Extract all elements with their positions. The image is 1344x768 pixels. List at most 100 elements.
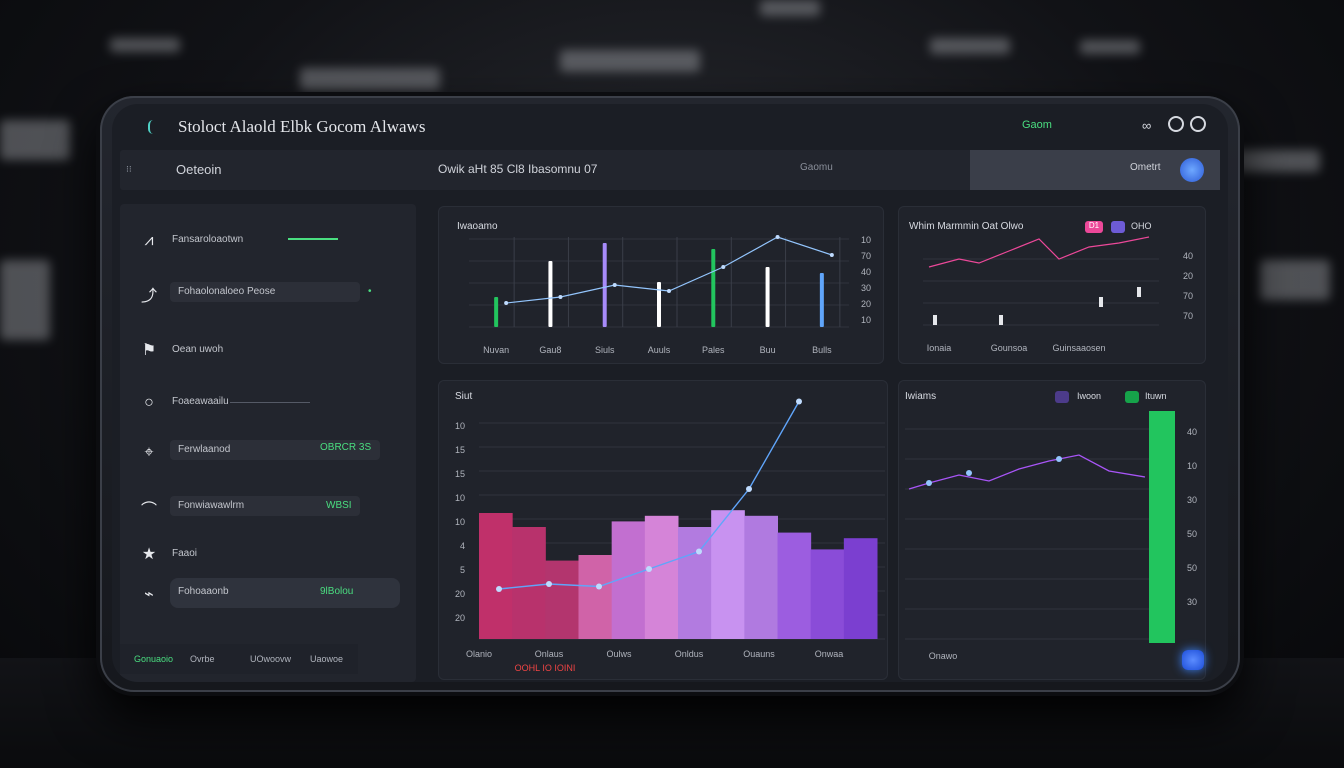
header-center-text: Owik aHt 85 Cl8 Ibasomnu 07 — [438, 162, 598, 176]
x-tick-label: Oulws — [606, 649, 632, 659]
header-right-section: Ometrt — [970, 150, 1220, 190]
badge: OHO — [1131, 221, 1152, 231]
x-tick-label: Nuvan — [483, 345, 509, 355]
y-tick-label: 30 — [861, 283, 871, 293]
y-tick-label: 10 — [861, 315, 871, 325]
pin-icon: ⌖ — [144, 444, 154, 461]
fab-button[interactable] — [1182, 650, 1204, 670]
y-tick-label: 50 — [1187, 529, 1197, 539]
data-point — [667, 289, 671, 293]
panel-bottom-left: Siut Olanio Onlaus Oulws Onldus Ouauns Onwaa 1… — [438, 380, 888, 680]
y-tick-label: 10 — [455, 421, 465, 431]
sidebar-item-label: Foaeawaailu — [172, 396, 229, 407]
data-point — [966, 470, 972, 476]
y-tick-label: 20 — [1183, 271, 1193, 281]
legend-swatch — [1125, 391, 1139, 403]
globe-icon[interactable] — [1190, 116, 1206, 132]
sub-header: ⁝⁝ Oeteoin Owik aHt 85 Cl8 Ibasomnu 07 G… — [120, 150, 1220, 190]
y-tick-label: 15 — [455, 469, 465, 479]
grid-icon[interactable]: ⁝⁝ — [126, 164, 132, 174]
bar — [810, 549, 845, 639]
sidebar-item-label: Faaoi — [172, 548, 198, 559]
y-tick-label: 40 — [1187, 427, 1197, 437]
y-tick-label: 40 — [1183, 251, 1193, 261]
sidebar: ⩘ Fansaroloaotwn ⤴ Fohaolonaloeo Peose •… — [120, 204, 416, 682]
data-point — [829, 253, 834, 257]
x-tick-label: Onawo — [929, 651, 958, 661]
data-point — [496, 586, 502, 592]
progress-line — [288, 238, 338, 240]
bell-icon: ⌒ — [140, 502, 157, 519]
tablet-device: Stoloct Alaold Elbk Gocom Alwaws Gaom ∞ … — [100, 96, 1240, 692]
x-tick-label: Siuls — [595, 345, 615, 355]
sidebar-item-7[interactable]: ⌁ Fohoaaonb 9lBolou — [120, 578, 416, 618]
y-tick-label: 10 — [861, 235, 871, 245]
bar — [644, 515, 679, 639]
data-point — [926, 480, 932, 486]
bar — [602, 243, 607, 327]
bar — [545, 560, 579, 639]
header-mid-label: Gaomu — [800, 162, 833, 173]
series-line — [908, 454, 1146, 490]
panel-bottom-right: Iwiams Iwoon Ituwn Onawo 40 10 30 50 50 30 — [898, 380, 1206, 680]
sidebar-item-6[interactable]: ★ Faaoi — [120, 538, 416, 578]
series-line — [506, 236, 833, 304]
x-tick-label: Guinsaaosen — [1052, 343, 1105, 353]
sidebar-item-5[interactable]: ⌒ Fonwiawawlrm WBSI — [120, 494, 416, 534]
bar — [494, 297, 499, 327]
bar — [777, 532, 812, 639]
data-point — [546, 581, 552, 587]
bar — [512, 527, 546, 639]
bar — [657, 282, 661, 327]
sidebar-item-3[interactable]: ○ Foaeawaailu — [120, 386, 416, 426]
panel-title: Iwiams — [905, 391, 937, 402]
x-tick-label: Ouauns — [743, 649, 775, 659]
bar — [819, 273, 824, 327]
x-tick-label: Bulls — [812, 345, 832, 355]
item-bar — [170, 282, 360, 302]
x-tick-label: Buu — [760, 345, 776, 355]
link-icon[interactable]: ∞ — [1142, 118, 1152, 133]
sidebar-item-0[interactable]: ⩘ Fansaroloaotwn — [120, 224, 416, 264]
line-chart: Onawo 40 10 30 50 50 30 — [905, 411, 1197, 661]
sidebar-item-1[interactable]: ⤴ Fohaolonaloeo Peose • — [120, 280, 416, 320]
sidebar-item-2[interactable]: ⚑ Oean uwoh — [120, 334, 416, 374]
chart-icon: ⩘ — [144, 232, 154, 249]
settings-icon[interactable] — [1168, 116, 1184, 132]
item-bar — [170, 440, 380, 460]
y-tick-label: 30 — [1187, 597, 1197, 607]
bar — [744, 515, 778, 639]
data-point — [746, 486, 752, 492]
line-chart: Ionaia Gounsoa Guinsaaosen 40 20 70 70 — [923, 236, 1193, 353]
sidebar-item-4[interactable]: ⌖ Ferwlaanod OBRCR 3S — [120, 436, 416, 476]
bar — [678, 527, 712, 639]
y-tick-label: 70 — [861, 251, 871, 261]
bar — [933, 315, 937, 325]
data-point — [504, 301, 509, 305]
sidebar-item-label: Fohoaaonb — [178, 586, 229, 597]
legend-label: Iwoon — [1077, 391, 1102, 401]
profile-globe-icon[interactable] — [1180, 158, 1204, 182]
link-chain-icon: ⌁ — [144, 586, 154, 603]
bar — [765, 267, 770, 327]
y-tick-label: 70 — [1183, 291, 1193, 301]
footer-text: UOwoovw — [250, 654, 292, 664]
panel-title: Whim Marmmin Oat Olwo — [909, 221, 1024, 232]
x-tick-label: Gau8 — [539, 345, 561, 355]
sidebar-item-label: Fonwiawawlrm — [178, 500, 245, 511]
sidebar-item-label: Oean uwoh — [172, 344, 224, 355]
series-line — [928, 236, 1150, 268]
bar — [843, 538, 878, 639]
data-point — [558, 295, 563, 299]
circle-icon: ○ — [144, 394, 154, 411]
logo-icon — [148, 120, 158, 134]
data-point — [721, 265, 726, 269]
sidebar-footer: Gonuaoio Ovrbe UOwoovw Uaowoe — [120, 644, 358, 674]
data-point — [596, 583, 602, 590]
header-right-label: Ometrt — [1130, 162, 1161, 173]
y-tick-label: 10 — [455, 493, 465, 503]
bar — [578, 555, 613, 639]
footer-text: Uaowoe — [310, 654, 344, 664]
flag-icon: ⚑ — [141, 342, 157, 359]
data-point — [612, 283, 617, 287]
